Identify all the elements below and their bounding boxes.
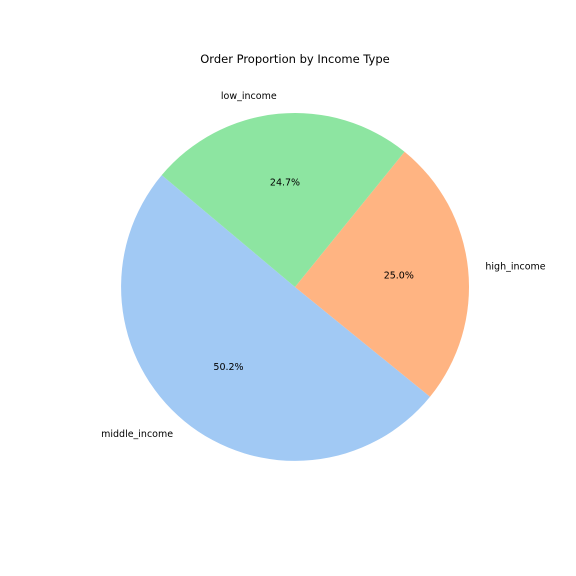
pie-slice-middle-income	[121, 175, 431, 461]
chart-title: Order Proportion by Income Type	[200, 52, 389, 66]
percent-label-high-income: 25.0%	[384, 271, 414, 282]
pie-slices	[121, 112, 470, 461]
category-label-low-income: low_income	[221, 91, 277, 102]
pie-slice-low-income	[161, 112, 405, 287]
percent-label-middle-income: 50.2%	[213, 362, 243, 373]
percent-label-low-income: 24.7%	[270, 178, 300, 189]
pie-labels: middle_income 50.2% high_income 25.0% low_in…	[101, 91, 546, 440]
pie-slice-high-income	[295, 151, 470, 397]
category-label-middle-income: middle_income	[101, 429, 173, 440]
category-label-high-income: high_income	[485, 262, 545, 273]
